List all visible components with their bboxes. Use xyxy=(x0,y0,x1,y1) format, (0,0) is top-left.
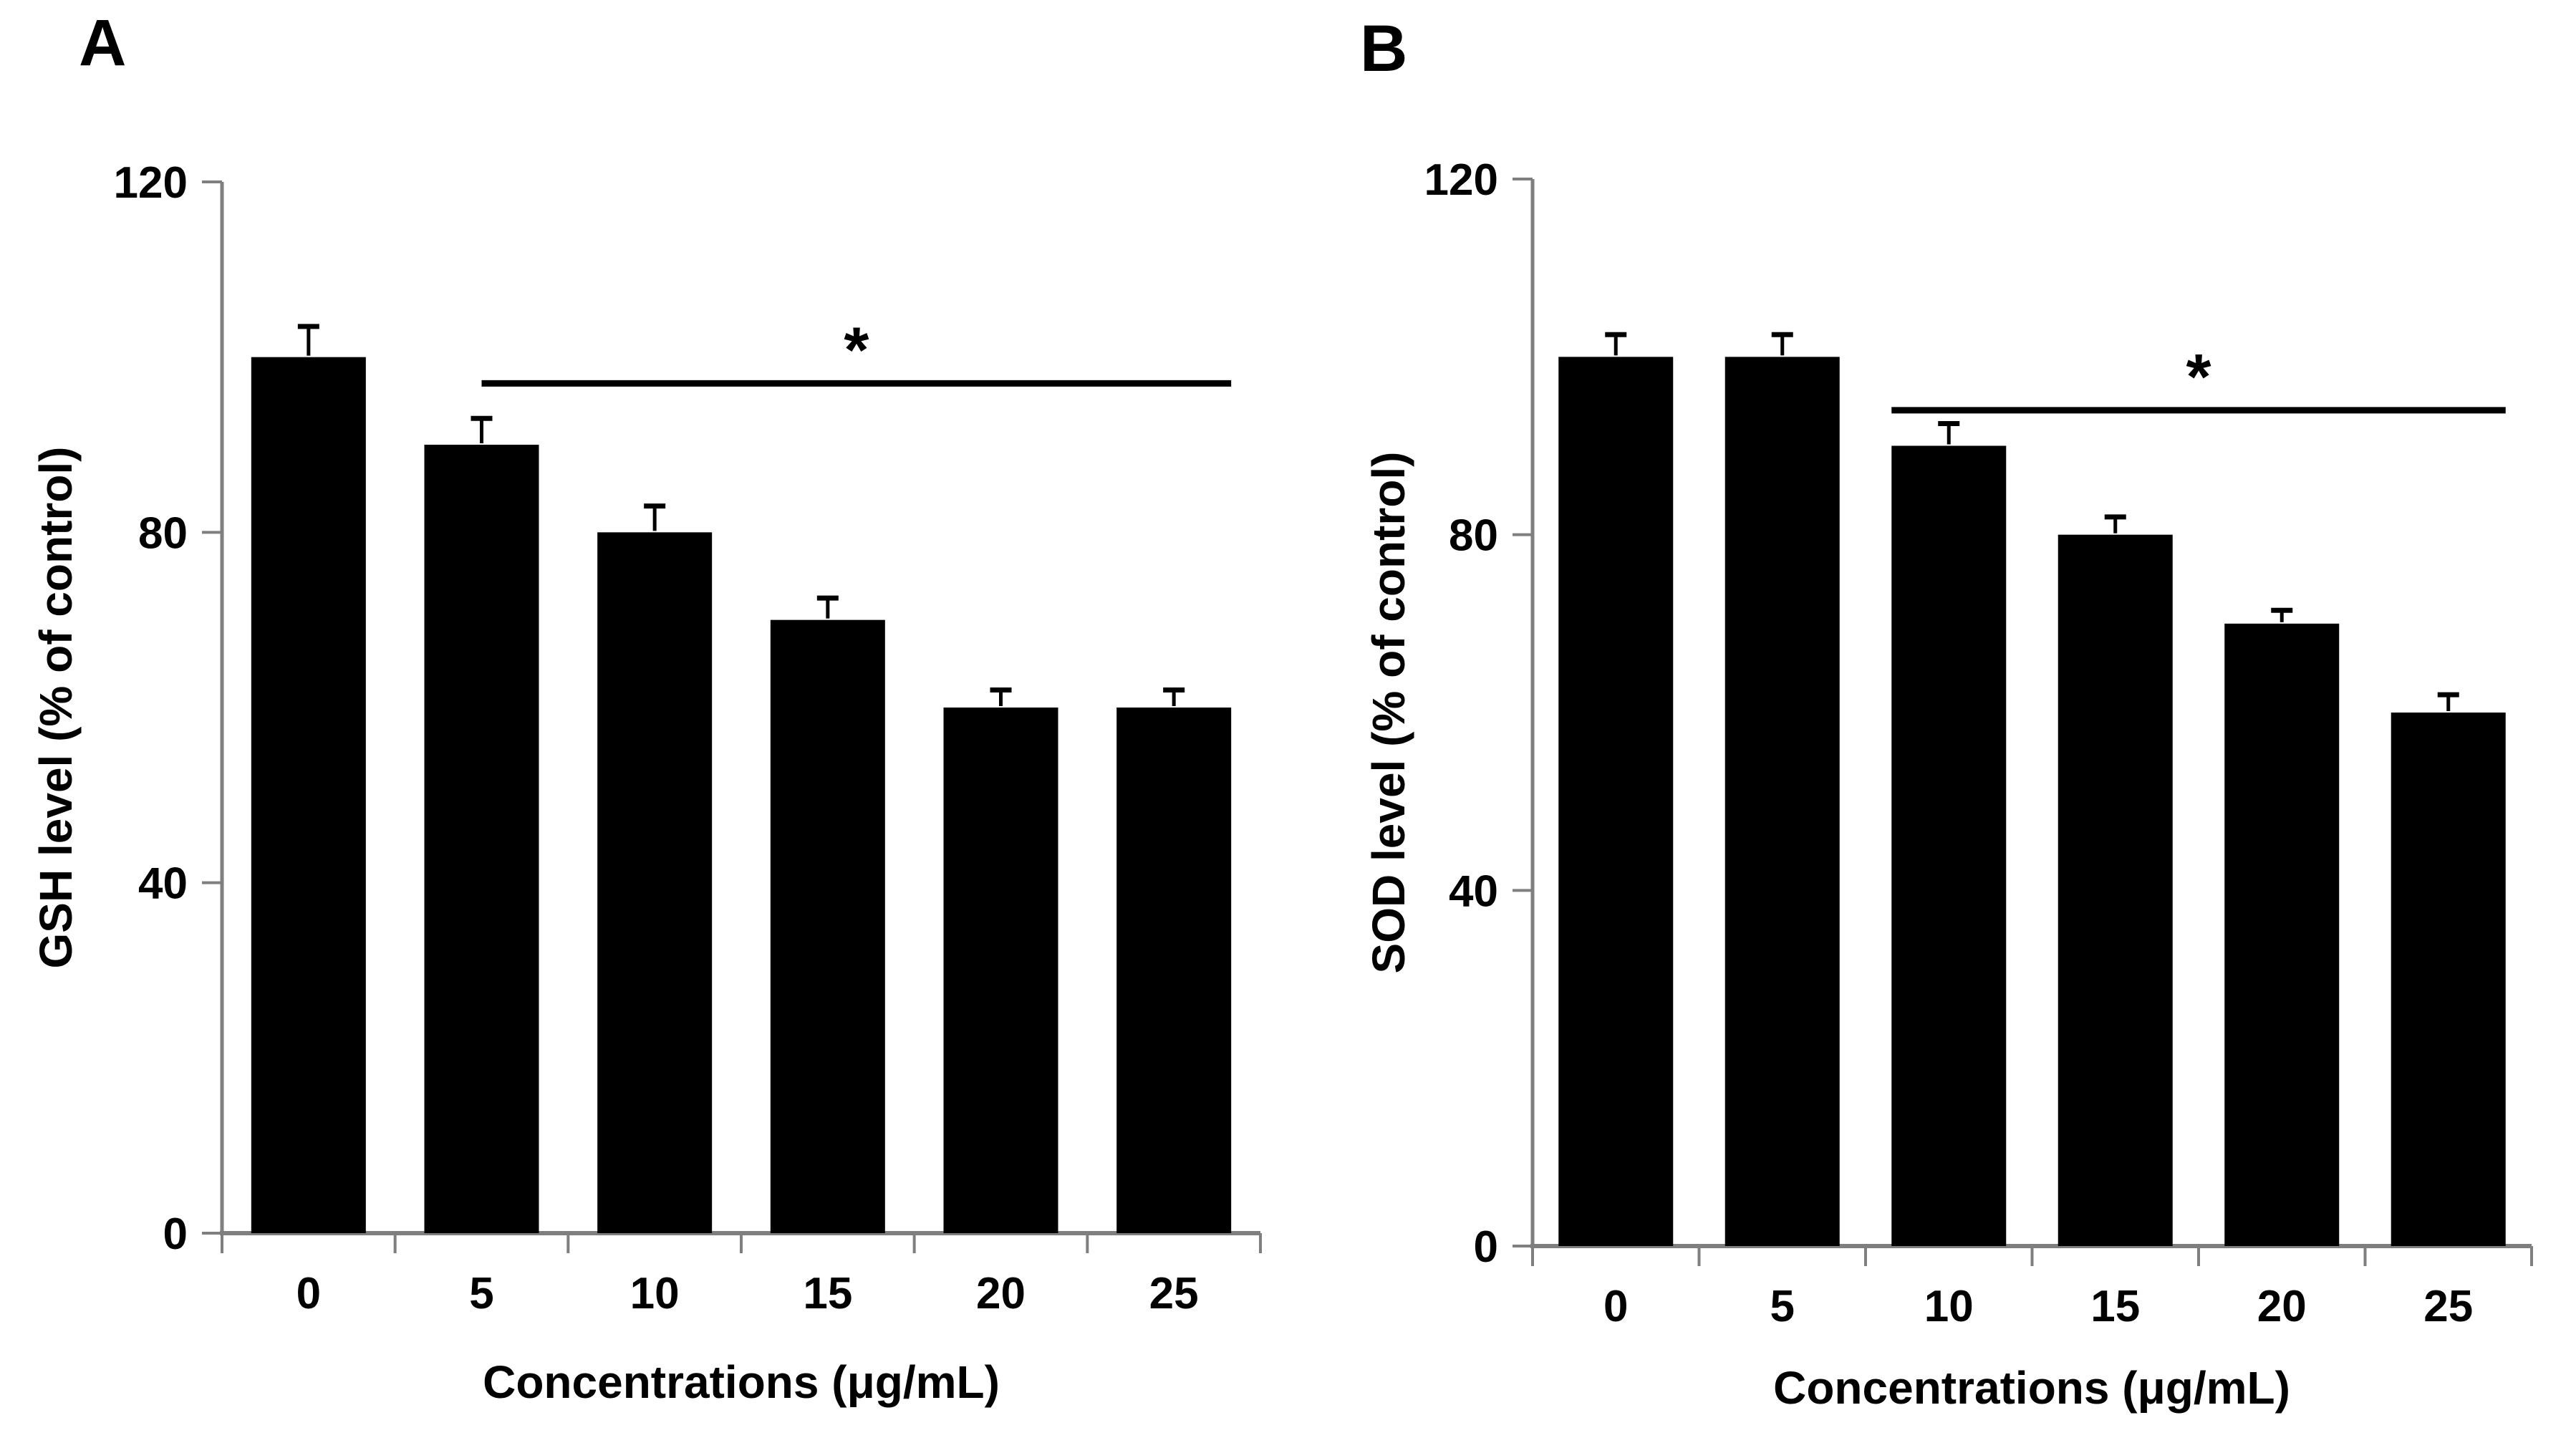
bar xyxy=(943,708,1058,1233)
bar xyxy=(1724,357,1840,1246)
significance-star: * xyxy=(2186,342,2211,413)
category-label: 10 xyxy=(630,1269,680,1318)
y-tick-label: 120 xyxy=(114,158,188,208)
y-tick-label: 40 xyxy=(138,859,188,909)
sod-bar-chart: 0 40 80 120 0 5 10 15 20 25 * xyxy=(1424,155,2533,1331)
y-axis-title-gsh: GSH level (% of control) xyxy=(30,446,82,969)
bar xyxy=(2224,623,2340,1246)
bar xyxy=(597,532,713,1233)
category-label: 0 xyxy=(296,1269,321,1318)
category-label: 25 xyxy=(2423,1282,2473,1331)
y-tick-label: 40 xyxy=(1449,867,1498,916)
panel-b-label: B xyxy=(1360,12,1409,85)
bar xyxy=(251,357,366,1234)
category-label: 20 xyxy=(976,1269,1026,1318)
panel-b: B 0 40 80 120 0 5 10 15 20 25 * SOD level (% of co… xyxy=(1288,0,2576,1448)
bar xyxy=(1116,708,1232,1233)
y-tick-label: 0 xyxy=(1474,1222,1498,1272)
category-label: 5 xyxy=(1770,1282,1795,1331)
x-axis-title-concentrations-b: Concentrations (μg/mL) xyxy=(1773,1362,2290,1414)
bar xyxy=(2391,713,2506,1246)
category-label: 0 xyxy=(1603,1282,1628,1331)
bar xyxy=(770,619,885,1233)
y-axis-title-sod: SOD level (% of control) xyxy=(1363,451,1414,974)
category-label: 5 xyxy=(469,1269,493,1318)
bar xyxy=(1891,445,2007,1246)
y-tick-label: 0 xyxy=(163,1210,188,1259)
x-axis-title-concentrations-a: Concentrations (μg/mL) xyxy=(483,1356,1000,1408)
y-tick-label: 80 xyxy=(138,508,188,558)
gsh-bar-chart: 0 40 80 120 0 5 10 15 20 25 * xyxy=(114,158,1262,1318)
category-label: 15 xyxy=(803,1269,852,1318)
panel-a-label: A xyxy=(79,6,127,79)
y-tick-label: 120 xyxy=(1424,155,1498,205)
category-label: 25 xyxy=(1149,1269,1199,1318)
significance-star: * xyxy=(844,314,869,386)
y-tick-label: 80 xyxy=(1449,511,1498,561)
category-label: 15 xyxy=(2090,1282,2140,1331)
bar xyxy=(1558,357,1674,1246)
panel-a: A 0 40 80 120 0 5 10 15 20 25 * GSH level (% of co… xyxy=(30,6,1262,1408)
category-label: 20 xyxy=(2257,1282,2307,1331)
category-label: 10 xyxy=(1924,1282,1974,1331)
bar xyxy=(424,445,539,1233)
bar xyxy=(2058,534,2173,1246)
